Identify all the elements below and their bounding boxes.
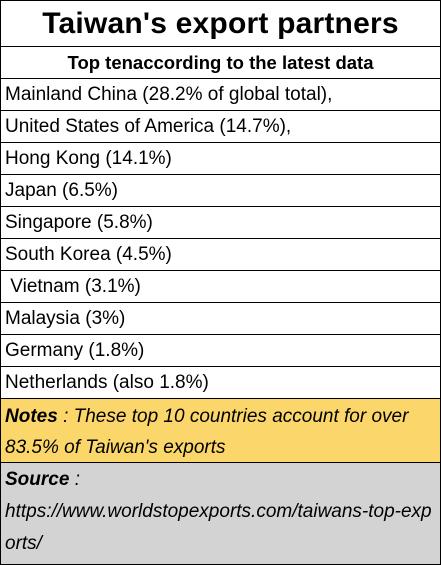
source-label: Source bbox=[5, 469, 70, 490]
list-item: Malaysia (3%) bbox=[1, 303, 440, 335]
source-cell: Source : https://www.worldstopexports.com… bbox=[1, 463, 440, 564]
list-item: Japan (6.5%) bbox=[1, 175, 440, 207]
source-separator: : bbox=[69, 469, 80, 490]
list-item: Germany (1.8%) bbox=[1, 335, 440, 367]
notes-cell: Notes : These top 10 countries account f… bbox=[1, 399, 440, 463]
list-item: Hong Kong (14.1%) bbox=[1, 143, 440, 175]
list-item: Singapore (5.8%) bbox=[1, 207, 440, 239]
list-item: United States of America (14.7%), bbox=[1, 111, 440, 143]
list-item: Netherlands (also 1.8%) bbox=[1, 367, 440, 399]
table-subtitle: Top tenaccording to the latest data bbox=[1, 47, 440, 79]
notes-text: : These top 10 countries account for ove… bbox=[5, 406, 409, 458]
notes-label: Notes bbox=[5, 406, 58, 427]
source-url: https://www.worldstopexports.com/taiwans… bbox=[5, 501, 432, 554]
list-item: South Korea (4.5%) bbox=[1, 239, 440, 271]
table-title: Taiwan's export partners bbox=[1, 1, 440, 47]
list-item: Mainland China (28.2% of global total), bbox=[1, 79, 440, 111]
list-item: Vietnam (3.1%) bbox=[1, 271, 440, 303]
